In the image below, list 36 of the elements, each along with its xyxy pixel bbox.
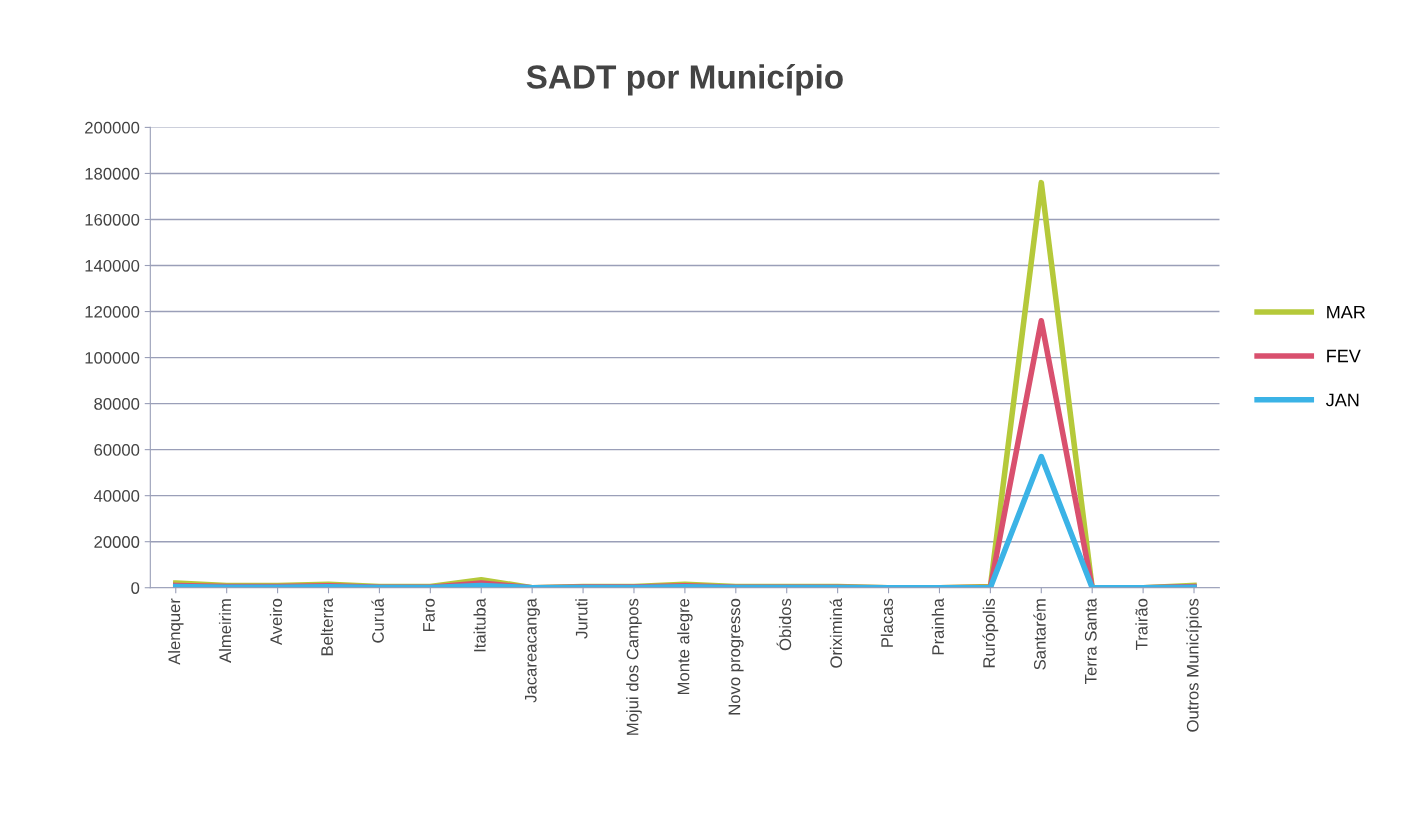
x-tick-label: Outros Municípios	[1186, 598, 1202, 732]
x-tick-label: Mojui dos Campos	[626, 598, 642, 735]
chart-title: SADT por Município	[526, 64, 843, 96]
legend-label: FEV	[1327, 349, 1361, 363]
x-tick-label: Alenquer	[168, 598, 184, 665]
x-tick-label: Jacareacanga	[525, 598, 540, 703]
x-tick-label: Juruti	[575, 599, 588, 639]
y-tick-label: 120000	[85, 305, 140, 318]
y-tick-label: 140000	[85, 259, 140, 272]
x-tick-label: Oriximiná	[829, 598, 843, 668]
x-tick-label: Prainha	[931, 598, 944, 655]
x-tick-label: Monte alegre	[677, 598, 693, 695]
legend-label: JAN	[1326, 393, 1359, 407]
y-tick-label: 40000	[93, 490, 140, 502]
x-tick-label: Santarém	[1033, 599, 1046, 670]
y-tick-label: 200000	[85, 121, 140, 134]
y-tick-label: 0	[131, 582, 140, 594]
x-tick-label: Curuá	[371, 598, 384, 643]
x-tick-label: Trairão	[1135, 598, 1148, 650]
y-tick-label: 100000	[85, 351, 140, 364]
y-tick-label: 60000	[94, 444, 140, 456]
x-tick-label: Terra Santa	[1084, 598, 1097, 684]
x-tick-label: Itaituba	[473, 598, 486, 652]
y-tick-label: 160000	[85, 213, 140, 226]
x-tick-label: Óbidos	[776, 598, 792, 651]
x-tick-label: Almeirim	[218, 599, 232, 663]
y-tick-label: 20000	[94, 536, 140, 548]
x-tick-label: Placas	[880, 598, 894, 647]
x-tick-label: Aveiro	[269, 598, 283, 646]
y-tick-label: 180000	[85, 167, 140, 180]
x-tick-label: Rurópolis	[982, 598, 999, 668]
x-tick-label: Novo progresso	[728, 598, 744, 715]
x-tick-label: Faro	[423, 598, 435, 632]
x-tick-label: Belterra	[320, 598, 333, 656]
y-tick-label: 80000	[94, 398, 140, 410]
legend-label: MAR	[1327, 305, 1366, 319]
